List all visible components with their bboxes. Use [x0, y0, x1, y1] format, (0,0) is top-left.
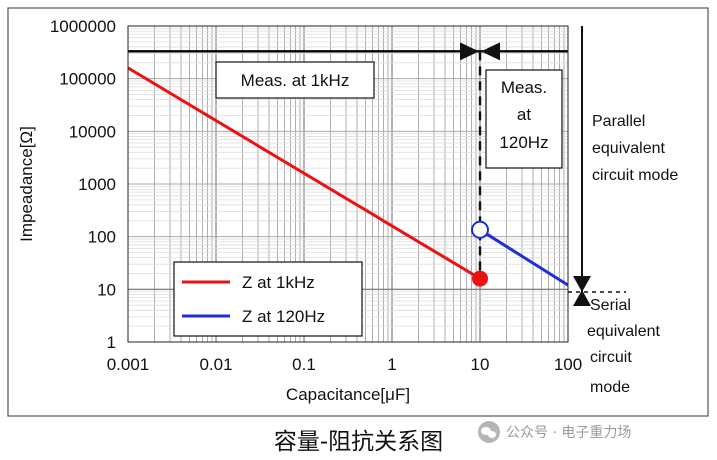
data-series	[128, 66, 568, 287]
series-start-marker	[471, 220, 489, 239]
y-tick-label: 100	[88, 228, 116, 247]
meas-120hz-line1: Meas.	[501, 78, 547, 97]
serial-label-1: Serial	[590, 297, 631, 314]
y-tick-label: 1000000	[50, 17, 116, 36]
y-tick-label: 10	[97, 280, 116, 299]
boundary-arrow-right	[460, 42, 479, 61]
x-tick-label: 10	[471, 355, 490, 374]
axis-tick-labels: 0.001 0.01 0.1 1 10 100 1 10 100 1000 10000 100000 1…	[50, 17, 582, 374]
y-tick-label: 1	[107, 333, 116, 352]
serial-arrow-up	[573, 290, 591, 306]
boundary-arrow-left	[481, 42, 500, 61]
meas-1khz-box	[215, 61, 375, 99]
serial-arrow-down	[573, 276, 591, 292]
x-axis-title: Capacitance[μF]	[286, 385, 410, 404]
figure-caption: 容量-阻抗关系图	[273, 429, 444, 455]
y-tick-label: 1000	[78, 175, 116, 194]
serial-label-4: mode	[590, 379, 630, 396]
watermark-text: 公众号 · 电子重力场	[506, 425, 632, 441]
meas-120hz-line2: at	[517, 105, 531, 124]
x-tick-label: 0.001	[107, 355, 150, 374]
series-line-120hz	[479, 228, 568, 287]
legend-label-1khz: Z at 1kHz	[242, 273, 315, 292]
serial-label-3: circuit	[590, 349, 632, 366]
wechat-icon	[478, 421, 500, 443]
serial-label-2: equivalent	[587, 323, 661, 340]
parallel-label-1: Parallel	[592, 113, 645, 130]
series-line-1khz	[128, 66, 481, 280]
meas-120hz-line3: 120Hz	[499, 133, 548, 152]
meas-120hz-box	[485, 69, 563, 169]
watermark: 公众号 · 电子重力场	[478, 420, 631, 444]
x-tick-label: 0.01	[199, 355, 232, 374]
legend-label-120hz: Z at 120Hz	[242, 307, 325, 326]
y-tick-label: 10000	[69, 122, 116, 141]
x-tick-label: 100	[554, 355, 582, 374]
plot-border	[127, 25, 569, 343]
y-tick-label: 100000	[59, 70, 116, 89]
y-axis-title: Impeadance[Ω]	[17, 126, 36, 242]
x-tick-label: 1	[387, 355, 396, 374]
parallel-label-2: equivalent	[592, 140, 666, 157]
meas-1khz-label: Meas. at 1kHz	[241, 71, 350, 90]
series-end-marker	[472, 270, 488, 287]
parallel-label-3: circuit mode	[592, 167, 678, 184]
legend-box	[173, 261, 363, 337]
x-tick-label: 0.1	[292, 355, 316, 374]
